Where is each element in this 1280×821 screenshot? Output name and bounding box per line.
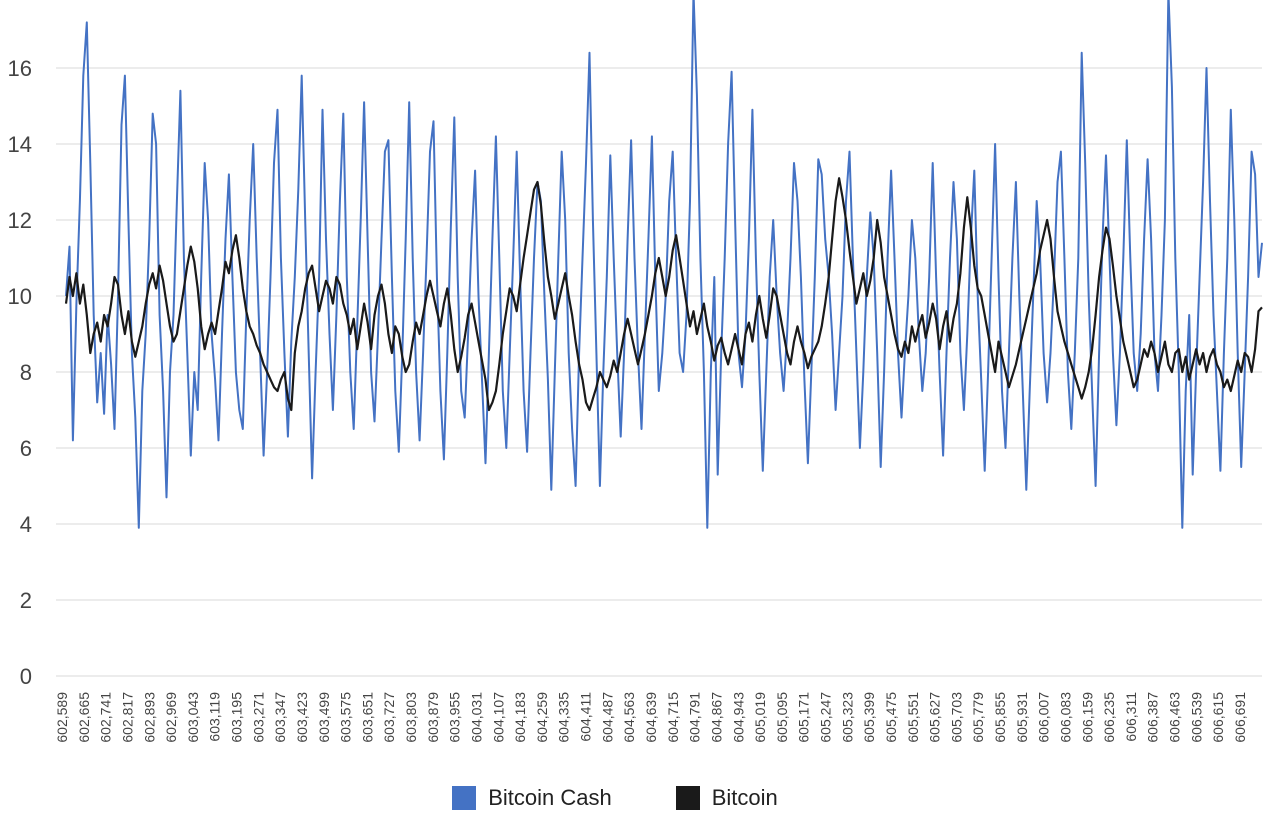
x-tick-label: 604,487 — [599, 692, 615, 743]
x-tick-label: 605,247 — [818, 692, 834, 743]
x-tick-label: 606,159 — [1079, 692, 1095, 743]
x-tick-label: 603,651 — [359, 692, 375, 743]
y-tick-label: 0 — [20, 664, 32, 689]
series-lines — [64, 0, 1263, 529]
y-tick-label: 10 — [8, 284, 32, 309]
x-tick-label: 605,171 — [796, 692, 812, 743]
x-tick-label: 605,779 — [970, 692, 986, 743]
x-tick-label: 603,119 — [207, 692, 223, 742]
x-tick-label: 606,311 — [1123, 692, 1139, 742]
x-tick-label: 606,083 — [1057, 692, 1073, 743]
x-tick-label: 603,727 — [381, 692, 397, 743]
x-tick-label: 605,475 — [883, 692, 899, 743]
x-tick-label: 606,615 — [1210, 692, 1226, 743]
x-tick-label: 603,879 — [425, 692, 441, 743]
x-tick-label: 604,639 — [643, 692, 659, 743]
x-tick-label: 603,803 — [403, 692, 419, 743]
x-tick-label: 605,931 — [1014, 692, 1030, 743]
x-tick-label: 604,943 — [730, 692, 746, 743]
y-tick-label: 8 — [20, 360, 32, 385]
legend-label-bitcoin: Bitcoin — [711, 785, 778, 810]
y-tick-label: 6 — [20, 436, 32, 461]
x-tick-label: 605,399 — [861, 692, 877, 743]
y-tick-label: 12 — [8, 208, 32, 233]
legend-item-bitcoin-cash[interactable]: Bitcoin Cash — [452, 785, 612, 811]
legend-label-bitcoin-cash: Bitcoin Cash — [488, 785, 612, 810]
x-tick-label: 604,259 — [534, 692, 550, 743]
x-tick-label: 603,043 — [185, 692, 201, 743]
x-tick-label: 603,575 — [338, 692, 354, 743]
x-tick-label: 606,463 — [1167, 692, 1183, 743]
y-tick-label: 2 — [20, 588, 32, 613]
x-tick-label: 605,323 — [839, 692, 855, 743]
legend-swatch-bitcoin — [675, 786, 700, 810]
x-tick-label: 602,589 — [54, 692, 70, 743]
x-tick-label: 605,551 — [905, 692, 921, 743]
series-line-bitcoin — [64, 177, 1263, 412]
y-tick-label: 14 — [8, 132, 32, 157]
legend: Bitcoin Cash Bitcoin — [0, 783, 1230, 813]
x-tick-label: 604,791 — [687, 692, 703, 743]
x-tick-label: 602,665 — [76, 692, 92, 743]
x-tick-label: 605,095 — [774, 692, 790, 743]
x-tick-label: 606,387 — [1145, 692, 1161, 743]
series-line-bitcoin-cash — [65, 0, 1263, 529]
x-tick-label: 605,627 — [927, 692, 943, 743]
x-tick-label: 603,955 — [447, 692, 463, 743]
x-tick-label: 605,019 — [752, 692, 768, 743]
x-axis-ticks: 602,589 602,665 602,741 602,817 602,893 602,9… — [54, 692, 1248, 743]
legend-swatch-bitcoin-cash — [452, 786, 477, 810]
x-tick-label: 605,703 — [948, 692, 964, 743]
x-tick-label: 604,411 — [578, 692, 594, 742]
legend-item-bitcoin[interactable]: Bitcoin — [675, 785, 778, 811]
x-tick-label: 603,271 — [250, 692, 266, 743]
x-tick-label: 602,741 — [98, 692, 114, 743]
x-tick-label: 604,183 — [512, 692, 528, 743]
y-tick-label: 16 — [8, 56, 32, 81]
x-tick-label: 606,691 — [1232, 692, 1248, 743]
x-tick-label: 606,235 — [1101, 692, 1117, 743]
x-tick-label: 604,563 — [621, 692, 637, 743]
x-tick-label: 603,195 — [229, 692, 245, 743]
x-tick-label: 604,715 — [665, 692, 681, 743]
y-axis-ticks: 0 2 4 6 8 10 12 14 16 — [8, 56, 32, 689]
x-tick-label: 602,893 — [141, 692, 157, 743]
x-tick-label: 602,969 — [163, 692, 179, 743]
x-tick-label: 603,423 — [294, 692, 310, 743]
x-tick-label: 604,031 — [468, 692, 484, 743]
y-tick-label: 4 — [20, 512, 32, 537]
x-tick-label: 606,539 — [1188, 692, 1204, 743]
x-tick-label: 604,335 — [556, 692, 572, 743]
x-tick-label: 604,867 — [708, 692, 724, 743]
x-tick-label: 604,107 — [490, 692, 506, 743]
x-tick-label: 603,347 — [272, 692, 288, 743]
x-tick-label: 606,007 — [1036, 692, 1052, 743]
x-tick-label: 605,855 — [992, 692, 1008, 743]
x-tick-label: 602,817 — [119, 692, 135, 743]
x-tick-label: 603,499 — [316, 692, 332, 743]
